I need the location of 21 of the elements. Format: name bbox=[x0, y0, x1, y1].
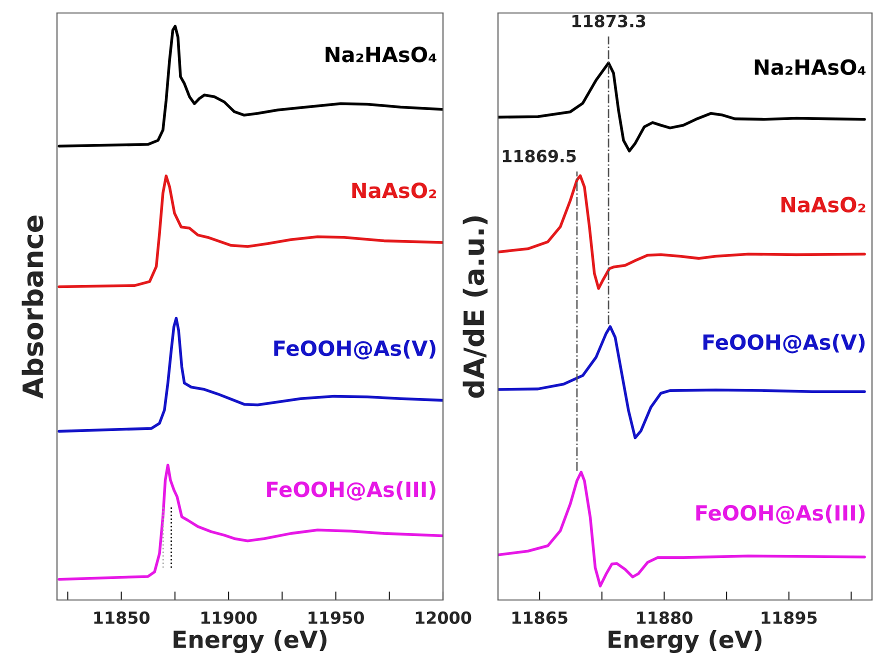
series-label: FeOOH@As(V) bbox=[274, 340, 436, 360]
ref-line-label: 11873.3 bbox=[572, 14, 646, 28]
text: Na₂HAsO₄ bbox=[754, 59, 866, 76]
x-axis-title: Energy (eV) bbox=[174, 630, 326, 654]
series-label: FeOOH@As(III) bbox=[696, 504, 865, 524]
series-label: FeOOH@As(V) bbox=[703, 334, 865, 354]
ref-line-label: 11869.5 bbox=[502, 150, 576, 162]
x-tick-label: 11895 bbox=[762, 611, 817, 624]
x-tick-label: 12000 bbox=[416, 611, 472, 624]
y-axis-title: dA/dE (a.u.) bbox=[462, 216, 488, 398]
x-tick-label: 11900 bbox=[201, 611, 257, 624]
series-label: NaAsO₂ bbox=[781, 196, 866, 213]
x-tick-label: 11850 bbox=[94, 611, 150, 624]
x-tick-label: 11865 bbox=[512, 611, 568, 624]
x-tick-label: 11950 bbox=[308, 611, 364, 624]
series-label: NaAsO₂ bbox=[352, 182, 436, 198]
x-axis-title: Energy (eV) bbox=[608, 630, 762, 654]
text: Na₂HAsO₄ bbox=[326, 46, 436, 62]
y-axis-title: Absorbance bbox=[22, 216, 44, 399]
x-tick-label: 11880 bbox=[637, 611, 692, 624]
series-label: FeOOH@As(III) bbox=[267, 481, 436, 501]
